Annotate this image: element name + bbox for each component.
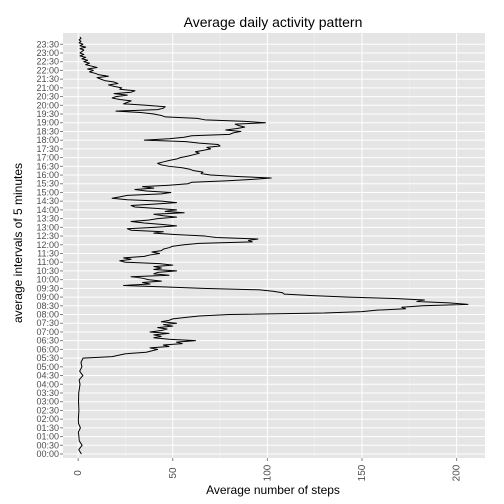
y-tick-label: 20:00 [36, 100, 59, 110]
y-tick-label: 03:30 [36, 388, 59, 398]
y-tick-label: 21:30 [36, 74, 59, 84]
series-group [77, 36, 469, 455]
y-tick-label: 08:30 [36, 301, 59, 311]
y-tick-label: 05:00 [36, 362, 59, 372]
y-tick-label: 04:00 [36, 379, 59, 389]
y-tick-label: 14:30 [36, 196, 59, 206]
x-tick-label: 50 [168, 467, 179, 479]
y-tick-label: 06:30 [36, 336, 59, 346]
y-tick-label: 07:00 [36, 327, 59, 337]
y-tick-label: 20:30 [36, 92, 59, 102]
y-tick-label: 11:30 [37, 248, 59, 258]
y-tick-label: 22:30 [36, 57, 59, 67]
y-tick-label: 18:00 [36, 135, 59, 145]
y-tick-label: 09:00 [36, 292, 59, 302]
y-tick-label: 10:30 [36, 266, 59, 276]
y-tick-label: 05:30 [36, 353, 59, 363]
y-tick-label: 21:00 [36, 83, 59, 93]
y-tick-label: 13:30 [36, 214, 59, 224]
y-axis-label: average intervals of 5 minutes [11, 163, 25, 323]
x-axis-label: Average number of steps [206, 483, 340, 497]
y-tick-label: 11:00 [37, 257, 59, 267]
y-tick-label: 15:00 [36, 187, 59, 197]
gridlines [63, 33, 485, 458]
x-tick-label: 200 [452, 464, 463, 481]
y-tick-label: 15:30 [36, 179, 59, 189]
y-tick-label: 23:30 [36, 39, 59, 49]
series-line [77, 36, 469, 455]
x-tick-label: 150 [357, 464, 368, 481]
y-tick-label: 09:30 [36, 283, 59, 293]
x-axis: 0 50 100 150 200 [73, 458, 463, 481]
y-tick-label: 17:00 [36, 153, 59, 163]
y-tick-label: 02:00 [36, 414, 59, 424]
y-tick-label: 14:00 [36, 205, 59, 215]
y-tick-label: 01:30 [36, 423, 59, 433]
y-tick-label: 19:00 [36, 118, 59, 128]
y-tick-label: 12:30 [36, 231, 59, 241]
y-tick-label: 08:00 [36, 310, 59, 320]
y-tick-label: 00:30 [36, 440, 59, 450]
y-tick-label: 19:30 [36, 109, 59, 119]
y-tick-label: 23:00 [36, 48, 59, 58]
y-tick-label: 00:00 [36, 449, 59, 459]
x-tick-label: 100 [262, 464, 273, 481]
y-tick-label: 12:00 [36, 240, 59, 250]
y-tick-label: 18:30 [36, 126, 59, 136]
y-tick-label: 06:00 [36, 344, 59, 354]
chart-title: Average daily activity pattern [184, 14, 363, 30]
y-axis: 00:0000:3001:0001:3002:0002:3003:0003:30… [36, 39, 63, 459]
x-tick-label: 0 [73, 470, 84, 476]
y-tick-label: 16:30 [36, 161, 59, 171]
y-tick-label: 13:00 [36, 222, 59, 232]
y-tick-label: 16:00 [36, 170, 59, 180]
y-tick-label: 17:30 [36, 144, 59, 154]
y-tick-label: 10:00 [36, 275, 59, 285]
y-tick-label: 07:30 [36, 318, 59, 328]
y-tick-label: 04:30 [36, 371, 59, 381]
plot-panel [63, 33, 485, 458]
y-tick-label: 22:00 [36, 65, 59, 75]
y-tick-label: 01:00 [36, 432, 59, 442]
y-tick-label: 03:00 [36, 397, 59, 407]
y-tick-label: 02:30 [36, 405, 59, 415]
